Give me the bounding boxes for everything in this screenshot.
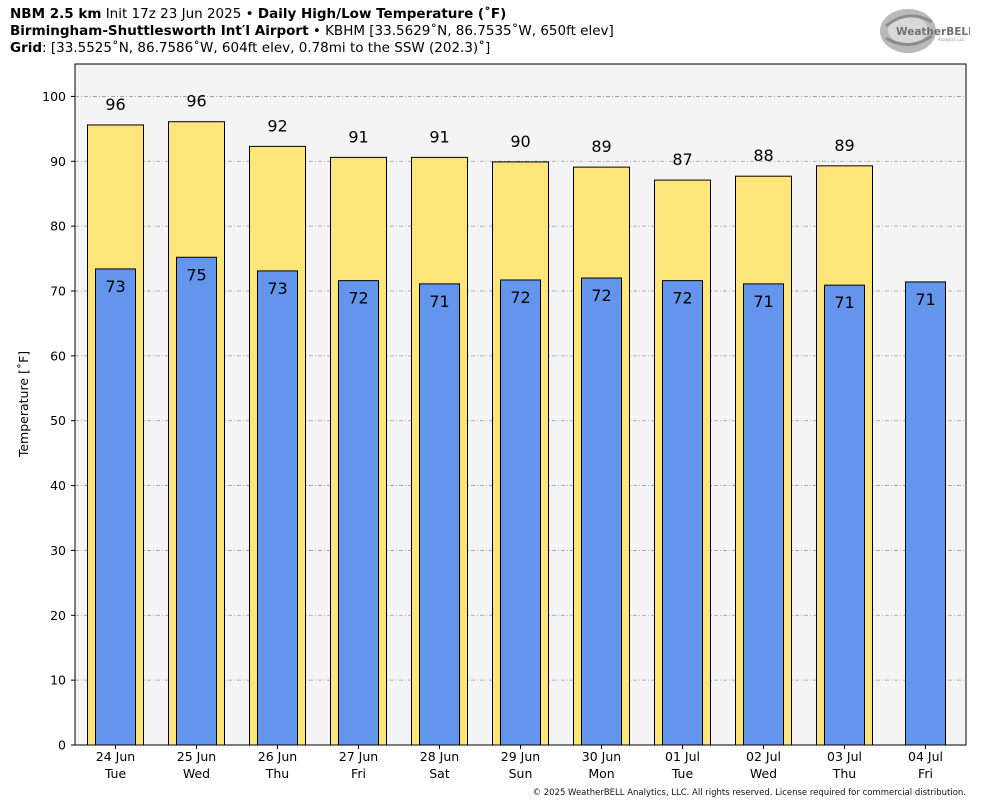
low-value-label: 72 — [591, 286, 611, 305]
x-tick-date: 04 Jul — [908, 749, 943, 764]
x-tick-day: Sat — [429, 766, 450, 781]
x-tick-day: Thu — [265, 766, 289, 781]
x-tick-day: Sun — [509, 766, 533, 781]
x-tick-date: 25 Jun — [177, 749, 216, 764]
low-value-label: 71 — [429, 292, 449, 311]
x-tick-date: 28 Jun — [420, 749, 459, 764]
bar-labels: 96 73 96 75 92 73 91 72 91 71 90 72 89 72 87 72 88 71 89 71… — [105, 92, 935, 312]
y-tick-label: 60 — [50, 348, 66, 363]
high-value-label: 96 — [186, 92, 206, 111]
low-bar — [257, 270, 298, 746]
low-bar — [743, 283, 784, 746]
x-tick-day: Wed — [183, 766, 210, 781]
logo-subtext: Analytics LLC — [938, 37, 965, 42]
logo-text: WeatherBELL — [896, 26, 970, 38]
x-tick-date: 03 Jul — [827, 749, 862, 764]
low-value-label: 71 — [834, 293, 854, 312]
y-axis-label: Temperature [˚F] — [16, 351, 31, 458]
grid-label: Grid — [10, 40, 43, 56]
header-line-station: Birmingham-Shuttlesworth Int′l Airport •… — [10, 23, 614, 40]
x-tick-date: 30 Jun — [582, 749, 621, 764]
y-axis: 0 10 20 30 40 50 60 70 80 90 100 — [42, 89, 75, 753]
x-tick-date: 29 Jun — [501, 749, 540, 764]
model-name: NBM 2.5 km — [10, 6, 102, 22]
high-value-label: 91 — [429, 127, 449, 146]
high-value-label: 87 — [672, 150, 692, 169]
y-tick-label: 80 — [50, 219, 66, 234]
weatherbell-logo: WeatherBELL Analytics LLC — [880, 9, 970, 53]
low-bar — [824, 284, 865, 746]
y-tick-label: 30 — [50, 543, 66, 558]
y-tick-label: 20 — [50, 608, 66, 623]
x-tick-date: 02 Jul — [746, 749, 781, 764]
high-value-label: 92 — [267, 116, 287, 135]
y-tick-label: 0 — [58, 738, 66, 753]
chart-title: Daily High/Low Temperature (˚F) — [257, 6, 507, 22]
x-tick-day: Thu — [832, 766, 856, 781]
x-tick-date: 27 Jun — [339, 749, 378, 764]
low-bar — [338, 280, 379, 746]
low-value-label: 73 — [105, 277, 125, 296]
low-bar — [905, 281, 946, 746]
header-line-model: NBM 2.5 km Init 17z 23 Jun 2025 • Daily … — [10, 6, 506, 23]
low-value-label: 71 — [915, 290, 935, 309]
low-bar — [581, 277, 622, 746]
x-tick-day: Fri — [351, 766, 366, 781]
low-value-label: 73 — [267, 279, 287, 298]
separator: • — [241, 6, 258, 22]
y-tick-label: 90 — [50, 154, 66, 169]
high-value-label: 89 — [834, 136, 854, 155]
high-value-label: 91 — [348, 127, 368, 146]
low-bar — [176, 256, 217, 746]
init-time: Init 17z 23 Jun 2025 — [105, 6, 242, 22]
y-tick-label: 10 — [50, 673, 66, 688]
grid-info: : [33.5525˚N, 86.7586˚W, 604ft elev, 0.7… — [42, 40, 491, 56]
x-tick-date: 26 Jun — [258, 749, 297, 764]
x-tick-day: Mon — [588, 766, 614, 781]
header-line-grid: Grid: [33.5525˚N, 86.7586˚W, 604ft elev,… — [10, 40, 490, 57]
x-tick-day: Fri — [918, 766, 933, 781]
high-value-label: 90 — [510, 132, 530, 151]
station-info: KBHM [33.5629˚N, 86.7535˚W, 650ft elev] — [325, 23, 614, 39]
low-value-label: 72 — [348, 289, 368, 308]
station-name: Birmingham-Shuttlesworth Int′l Airport — [10, 23, 309, 39]
low-value-label: 72 — [510, 288, 530, 307]
separator: • — [308, 23, 326, 39]
low-value-label: 72 — [672, 289, 692, 308]
y-tick-label: 50 — [50, 413, 66, 428]
x-tick-date: 24 Jun — [96, 749, 135, 764]
low-bar — [419, 283, 460, 746]
low-value-label: 71 — [753, 292, 773, 311]
x-axis: 24 Jun Tue 25 Jun Wed 26 Jun Thu 27 Jun Fri 28 J… — [96, 745, 943, 781]
high-value-label: 96 — [105, 95, 125, 114]
low-bar — [500, 279, 541, 746]
x-tick-day: Tue — [671, 766, 694, 781]
low-bar — [95, 268, 136, 746]
high-value-label: 89 — [591, 137, 611, 156]
y-tick-label: 70 — [50, 284, 66, 299]
y-tick-label: 40 — [50, 478, 66, 493]
low-bar — [662, 280, 703, 746]
high-value-label: 88 — [753, 146, 773, 165]
x-tick-day: Wed — [750, 766, 777, 781]
y-tick-label: 100 — [42, 89, 66, 104]
copyright-notice: © 2025 WeatherBELL Analytics, LLC. All r… — [532, 788, 966, 798]
x-tick-date: 01 Jul — [665, 749, 700, 764]
x-tick-day: Tue — [104, 766, 127, 781]
low-value-label: 75 — [186, 265, 206, 284]
